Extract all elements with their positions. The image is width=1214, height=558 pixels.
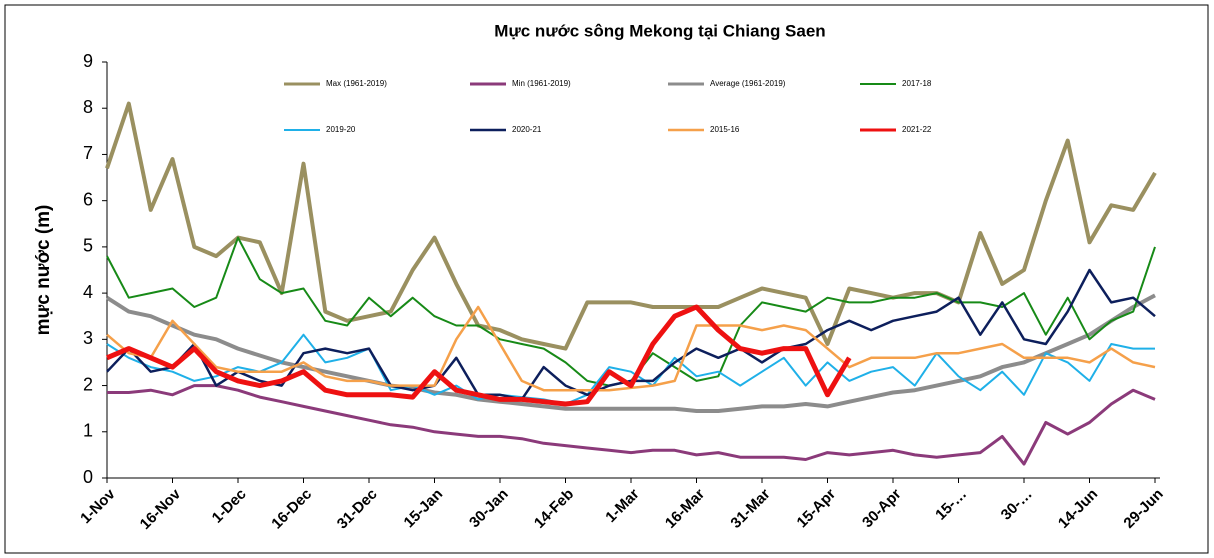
legend-label: 2020-21 (512, 125, 542, 134)
chart-border (4, 4, 1209, 554)
y-tick-label: 9 (83, 51, 93, 71)
chart-title: Mực nước sông Mekong tại Chiang Saen (494, 21, 825, 40)
y-tick-label: 6 (83, 189, 93, 209)
series-line (106, 333, 1155, 405)
y-tick-label: 8 (83, 97, 93, 117)
legend-label: Max (1961-2019) (326, 79, 387, 88)
y-tick-label: 4 (83, 282, 93, 302)
y-tick-label: 1 (83, 421, 93, 441)
legend-label: 2019-20 (326, 125, 356, 134)
y-tick-label: 3 (83, 328, 93, 348)
legend-label: Min (1961-2019) (512, 79, 571, 88)
legend-label: Average (1961-2019) (710, 79, 786, 88)
y-tick-label: 0 (83, 467, 93, 487)
y-tick-label: 7 (83, 143, 93, 163)
y-tick-label: 5 (83, 236, 93, 256)
legend-label: 2017-18 (902, 79, 932, 88)
y-tick-label: 2 (83, 374, 93, 394)
series-line (106, 304, 852, 407)
legend-label: 2021-22 (902, 125, 932, 134)
series-line (107, 384, 1156, 466)
legend-label: 2015-16 (710, 125, 740, 134)
y-axis-label: mực nước (m) (33, 205, 54, 336)
